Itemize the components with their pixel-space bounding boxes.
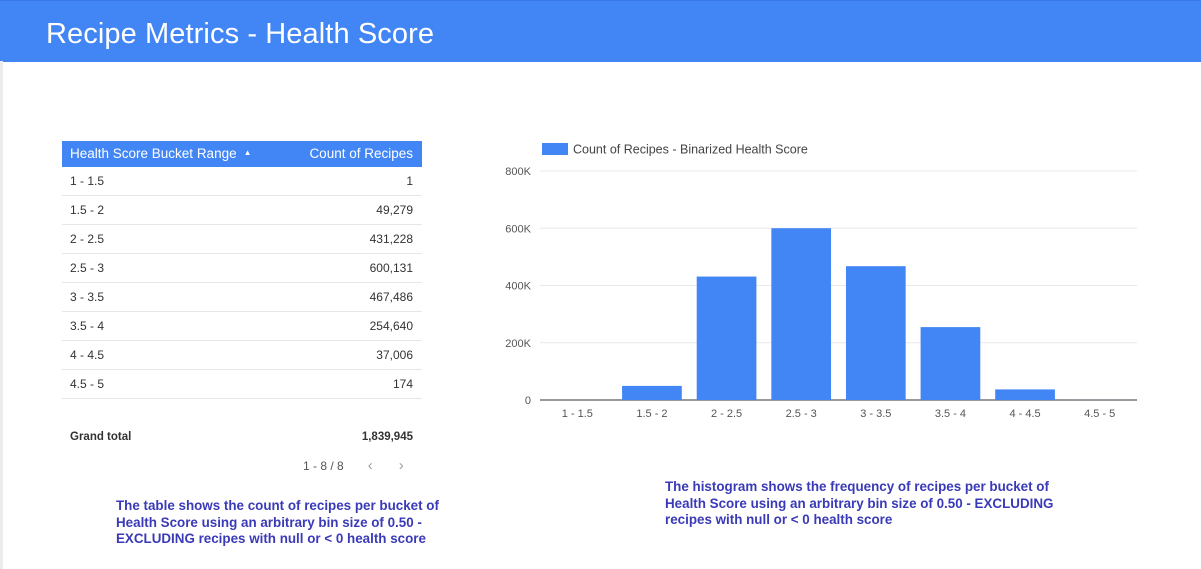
legend-swatch	[542, 143, 568, 155]
bucket-range-cell: 3 - 3.5	[70, 290, 105, 304]
left-border	[0, 61, 3, 569]
bucket-range-header-label: Health Score Bucket Range	[70, 146, 237, 161]
x-tick-label: 3.5 - 4	[935, 408, 966, 420]
next-page-icon[interactable]: ›	[398, 457, 404, 474]
table-row: 2 - 2.5 431,228	[62, 225, 422, 254]
bucket-range-cell: 2.5 - 3	[70, 261, 105, 275]
pagination: 1 - 8 / 8 ‹ ›	[303, 458, 404, 473]
recipes-table: Health Score Bucket Range ▲ Count of Rec…	[62, 141, 422, 399]
page-title: Recipe Metrics - Health Score	[46, 18, 435, 50]
table-caption: The table shows the count of recipes per…	[116, 498, 439, 546]
table-row: 3.5 - 4 254,640	[62, 312, 422, 341]
x-tick-label: 1 - 1.5	[562, 408, 593, 420]
prev-page-icon[interactable]: ‹	[367, 457, 373, 474]
bucket-range-cell: 1 - 1.5	[70, 174, 105, 188]
x-tick-label: 2 - 2.5	[711, 408, 742, 420]
x-tick-label: 1.5 - 2	[636, 408, 667, 420]
table-row: 4 - 4.5 37,006	[62, 341, 422, 370]
y-tick-label: 200K	[505, 338, 531, 350]
x-tick-label: 4.5 - 5	[1084, 408, 1115, 420]
sort-ascending-icon[interactable]: ▲	[243, 148, 252, 157]
legend-label: Count of Recipes - Binarized Health Scor…	[573, 143, 808, 157]
table-row: 1 - 1.5 1	[62, 167, 422, 196]
bucket-range-cell: 4 - 4.5	[70, 348, 105, 362]
x-tick-label: 2.5 - 3	[786, 408, 817, 420]
y-tick-label: 400K	[505, 281, 531, 293]
pagination-label: 1 - 8 / 8	[303, 458, 344, 473]
grand-total-value: 1,839,945	[361, 431, 413, 443]
table-row: 1.5 - 2 49,279	[62, 196, 422, 225]
count-cell: 1	[406, 174, 413, 188]
count-cell: 254,640	[369, 319, 413, 333]
y-tick-label: 600K	[505, 223, 531, 235]
histogram-bar[interactable]	[622, 385, 682, 400]
histogram-bar[interactable]	[995, 389, 1055, 400]
count-cell: 467,486	[369, 290, 413, 304]
grand-total-label: Grand total	[70, 431, 132, 443]
chart-caption: The histogram shows the frequency of rec…	[665, 479, 1054, 527]
table-row: 3 - 3.5 467,486	[62, 283, 422, 312]
y-tick-label: 0	[525, 395, 531, 407]
bucket-range-cell: 4.5 - 5	[70, 377, 105, 391]
grand-total-row: Grand total 1,839,945	[62, 431, 422, 447]
x-tick-label: 4 - 4.5	[1009, 408, 1040, 420]
count-cell: 431,228	[369, 232, 413, 246]
bucket-range-cell: 2 - 2.5	[70, 232, 105, 246]
bucket-range-cell: 3.5 - 4	[70, 319, 105, 333]
histogram-bar[interactable]	[920, 327, 981, 400]
page-header: Recipe Metrics - Health Score	[0, 0, 1201, 62]
y-tick-label: 800K	[505, 166, 531, 178]
bucket-range-cell: 1.5 - 2	[70, 203, 105, 217]
count-cell: 49,279	[376, 203, 413, 217]
bucket-range-column-header[interactable]: Health Score Bucket Range ▲	[70, 146, 252, 161]
histogram-bar[interactable]	[845, 266, 906, 400]
histogram-bar[interactable]	[696, 276, 757, 400]
table-row: 4.5 - 5 174	[62, 370, 422, 399]
count-cell: 37,006	[376, 348, 413, 362]
histogram-chart: Count of Recipes - Binarized Health Scor…	[505, 143, 1137, 420]
table-header: Health Score Bucket Range ▲ Count of Rec…	[62, 141, 422, 167]
count-column-header[interactable]: Count of Recipes	[309, 146, 413, 161]
table-row: 2.5 - 3 600,131	[62, 254, 422, 283]
chart-legend[interactable]: Count of Recipes - Binarized Health Scor…	[542, 143, 808, 157]
count-cell: 174	[392, 377, 413, 391]
histogram-bar[interactable]	[771, 228, 832, 400]
table-body: 1 - 1.5 1 1.5 - 2 49,279 2 - 2.5 431,228 2.5 -…	[62, 167, 422, 399]
x-tick-label: 3 - 3.5	[860, 408, 891, 420]
count-cell: 600,131	[369, 261, 413, 275]
